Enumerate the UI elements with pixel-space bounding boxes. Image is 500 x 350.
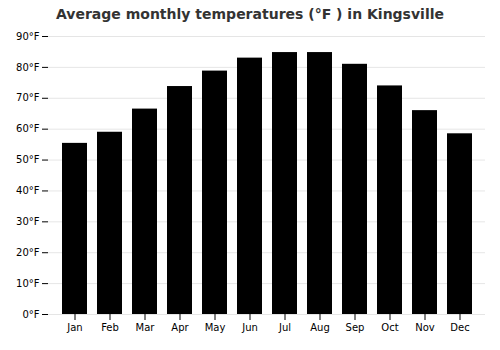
svg-text:20°F: 20°F <box>16 247 40 258</box>
svg-text:May: May <box>205 322 226 333</box>
svg-text:80°F: 80°F <box>16 62 40 73</box>
svg-text:0°F: 0°F <box>22 309 39 320</box>
svg-text:50°F: 50°F <box>16 154 40 165</box>
svg-text:Feb: Feb <box>101 322 119 333</box>
svg-text:Dec: Dec <box>450 322 469 333</box>
html-text:Average monthly temperatures (: Average monthly temperatures (°F ) in Ki… <box>56 6 444 22</box>
svg-text:Jan: Jan <box>66 322 82 333</box>
svg-text:40°F: 40°F <box>16 185 40 196</box>
svg-text:Mar: Mar <box>136 322 156 333</box>
svg-text:30°F: 30°F <box>16 216 40 227</box>
svg-text:Oct: Oct <box>381 322 398 333</box>
svg-text:Sep: Sep <box>346 322 365 333</box>
svg-text:Nov: Nov <box>415 322 435 333</box>
svg-text:Apr: Apr <box>171 322 189 333</box>
svg-text:10°F: 10°F <box>16 278 40 289</box>
svg-text:Aug: Aug <box>310 322 330 333</box>
svg-text:Jun: Jun <box>241 322 258 333</box>
svg-text:Jul: Jul <box>278 322 291 333</box>
svg-text:90°F: 90°F <box>16 31 40 42</box>
svg-text:70°F: 70°F <box>16 92 40 103</box>
svg-text:60°F: 60°F <box>16 123 40 134</box>
